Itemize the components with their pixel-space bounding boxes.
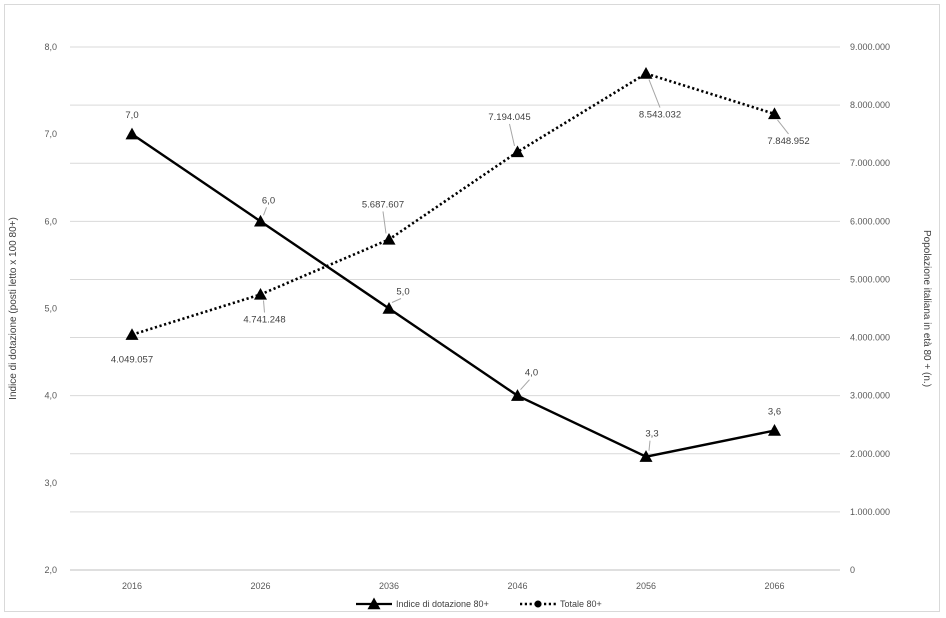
leader-line: [382, 211, 387, 234]
data-label-totale: 4.049.057: [111, 355, 153, 366]
x-tick-label: 2036: [379, 581, 399, 591]
x-tick-label: 2066: [764, 581, 784, 591]
data-label-totale: 7.194.045: [488, 112, 530, 123]
right-axis-title: Popolazione italiana in età 80 + (n.): [921, 230, 932, 387]
data-label-totale: 5.687.607: [362, 199, 404, 210]
left-tick-label: 3,0: [44, 478, 57, 488]
left-tick-label: 2,0: [44, 565, 57, 575]
point-totale-80: [768, 107, 781, 120]
legend-label-totale: Totale 80+: [560, 599, 602, 609]
right-tick-label: 1.000.000: [850, 507, 890, 517]
leader-line: [648, 79, 661, 108]
point-indice-dotazione: [768, 424, 781, 436]
point-indice-dotazione: [125, 127, 139, 140]
data-label-indice: 3,3: [645, 429, 658, 440]
data-label-indice: 5,0: [396, 287, 409, 298]
data-label-indice: 3,6: [768, 407, 781, 418]
right-tick-label: 9.000.000: [850, 42, 890, 52]
series-line-totale-80: [131, 72, 775, 336]
series-layer: [125, 67, 781, 462]
leader-line: [648, 440, 651, 451]
right-tick-label: 6.000.000: [850, 216, 890, 226]
gridlines: [70, 46, 840, 513]
right-tick-label: 5.000.000: [850, 274, 890, 284]
right-axis-ticks: 9.000.000 8.000.000 7.000.000 6.000.000 5.00…: [850, 42, 890, 575]
x-tick-label: 2026: [250, 581, 270, 591]
left-axis-title: Indice di dotazione (posti letto x 100 8…: [8, 217, 19, 400]
right-tick-label: 2.000.000: [850, 449, 890, 459]
point-totale-80: [382, 232, 396, 245]
point-totale-80: [125, 328, 139, 340]
point-indice-dotazione: [254, 214, 267, 227]
leader-line: [263, 207, 267, 216]
point-indice-dotazione: [382, 302, 396, 314]
point-indice-dotazione: [639, 450, 653, 462]
left-tick-label: 8,0: [44, 42, 57, 52]
data-label-indice: 6,0: [262, 195, 275, 206]
data-label-indice: 7,0: [125, 110, 138, 121]
leader-line: [777, 119, 789, 135]
point-indice-dotazione: [511, 389, 524, 401]
leader-line: [263, 300, 265, 313]
data-label-totale: 4.741.248: [243, 314, 285, 325]
legend-label-indice: Indice di dotazione 80+: [396, 599, 489, 609]
right-tick-label: 3.000.000: [850, 391, 890, 401]
left-tick-label: 7,0: [44, 129, 57, 139]
left-axis-ticks: 8,0 7,0 6,0 5,0 4,0 3,0 2,0: [44, 42, 57, 575]
right-tick-label: 0: [850, 565, 855, 575]
point-totale-80: [254, 287, 267, 300]
right-tick-label: 7.000.000: [850, 158, 890, 168]
legend-marker-totale: [534, 600, 542, 608]
data-label-indice: 4,0: [525, 368, 538, 379]
legend: Indice di dotazione 80+ Totale 80+: [356, 597, 602, 610]
point-totale-80: [639, 67, 653, 79]
data-labels: 7,0 6,0 5,0 4,0 3,3 3,6 4.049.057 4.741.248 5.68…: [111, 79, 810, 451]
x-tick-label: 2016: [122, 581, 142, 591]
legend-marker-indice: [367, 597, 381, 610]
right-tick-label: 8.000.000: [850, 100, 890, 110]
left-tick-label: 6,0: [44, 216, 57, 226]
data-label-totale: 7.848.952: [767, 136, 809, 147]
left-tick-label: 4,0: [44, 391, 57, 401]
point-totale-80: [511, 145, 524, 158]
right-tick-label: 4.000.000: [850, 333, 890, 343]
data-label-totale: 8.543.032: [639, 110, 681, 121]
x-tick-label: 2056: [636, 581, 656, 591]
x-tick-label: 2046: [507, 581, 527, 591]
series-line-indice-dotazione: [131, 133, 775, 458]
leader-line: [509, 123, 515, 147]
left-tick-label: 5,0: [44, 304, 57, 314]
x-axis-ticks: 2016 2026 2036 2046 2056 2066: [122, 581, 785, 591]
leader-line: [391, 298, 402, 303]
leader-line: [520, 379, 530, 391]
